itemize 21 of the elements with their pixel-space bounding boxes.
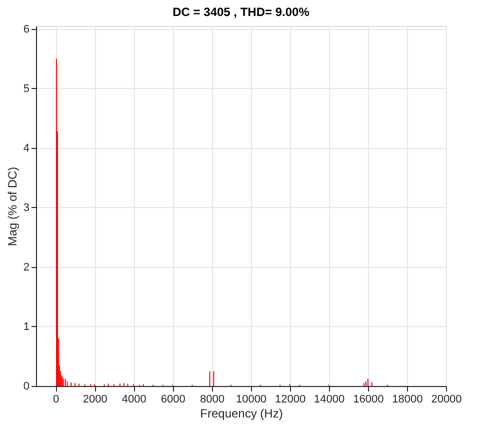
x-tick-label: 14000: [314, 394, 345, 406]
y-tick-label: 0: [23, 380, 30, 392]
y-tick-label: 2: [23, 261, 30, 274]
y-tick-label: 1: [23, 320, 30, 333]
y-tick-label: 3: [23, 202, 30, 214]
x-tick-label: 16000: [353, 394, 384, 406]
y-tick-label: 4: [23, 142, 30, 154]
y-tick-label: 5: [23, 82, 30, 95]
x-tick-label: 18000: [392, 394, 423, 406]
chart-title: DC = 3405 , THD= 9.00%: [172, 4, 310, 19]
y-tick-label: 6: [23, 23, 30, 36]
y-axis-title: Mag (% of DC): [5, 166, 20, 246]
x-tick-label: 2000: [82, 394, 108, 406]
x-tick-label: 0: [52, 394, 60, 406]
x-axis-title: Frequency (Hz): [200, 406, 283, 420]
x-tick-label: 8000: [200, 394, 224, 406]
x-tick-label: 10000: [236, 394, 267, 406]
x-tick-label: 4000: [122, 394, 146, 406]
x-tick-label: 12000: [275, 394, 306, 406]
x-tick-label: 20000: [431, 394, 462, 406]
x-tick-label: 6000: [160, 394, 186, 406]
